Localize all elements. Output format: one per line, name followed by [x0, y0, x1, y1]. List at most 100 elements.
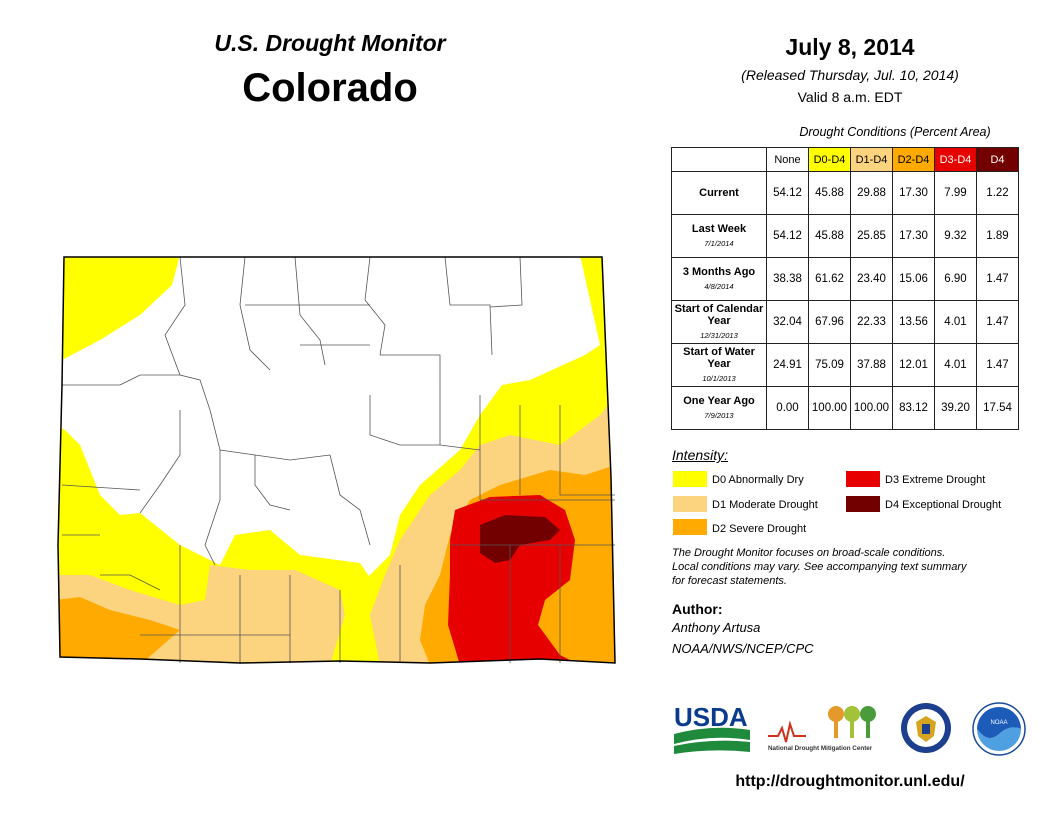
table-caption: Drought Conditions (Percent Area): [799, 125, 991, 139]
map-subtitle: U.S. Drought Monitor: [214, 30, 446, 56]
legend-title: Intensity:: [672, 447, 729, 463]
state-border: [57, 256, 616, 664]
row-date: 4/8/2014: [704, 281, 734, 291]
table-cell: 23.40: [850, 257, 893, 301]
table-cell: 9.32: [934, 214, 977, 258]
row-label-text: 3 Months Ago: [682, 265, 756, 278]
legend-label-d0: D0 Abnormally Dry: [712, 474, 804, 486]
valid-time: Valid 8 a.m. EDT: [797, 89, 903, 105]
legend-label-d1: D1 Moderate Drought: [712, 499, 818, 511]
row-date: 10/1/2013: [702, 373, 736, 383]
table-cell: 25.85: [850, 214, 893, 258]
legend-swatch-d3: [846, 471, 880, 487]
row-label-text: One Year Ago: [683, 394, 755, 407]
legend-swatch-d2: [673, 519, 707, 535]
table-header-row: None D0-D4 D1-D4 D2-D4 D3-D4 D4: [671, 147, 1019, 172]
legend-label-d3: D3 Extreme Drought: [885, 474, 986, 486]
table-cell: 54.12: [766, 214, 809, 258]
row-label: Last Week 7/1/2014: [671, 214, 767, 258]
row-date: 7/9/2013: [704, 410, 734, 420]
d2-region-southwest: [58, 597, 180, 663]
legend-label-d2: D2 Severe Drought: [712, 523, 807, 535]
commerce-seal-icon: [901, 703, 951, 753]
disclaimer-line: The Drought Monitor focuses on broad-sca…: [672, 547, 946, 559]
table-cell: 61.62: [808, 257, 851, 301]
table-cell: 1.47: [976, 300, 1019, 344]
table-cell: 37.88: [850, 343, 893, 387]
table-cell: 75.09: [808, 343, 851, 387]
table-cell: 17.54: [976, 386, 1019, 430]
table-cell: 4.01: [934, 300, 977, 344]
column-header-d4: D4: [976, 147, 1019, 172]
table-row: 3 Months Ago 4/8/2014 38.38 61.62 23.40 1…: [671, 257, 1019, 301]
table-cell: 4.01: [934, 343, 977, 387]
table-cell: 29.88: [850, 171, 893, 215]
row-date: 7/1/2014: [704, 238, 734, 248]
table-cell: 39.20: [934, 386, 977, 430]
legend-swatch-d1: [673, 496, 707, 512]
d4-region-southeast: [480, 515, 560, 563]
row-label-text: Current: [699, 187, 739, 199]
map-date: July 8, 2014: [785, 34, 915, 60]
table-cell: 32.04: [766, 300, 809, 344]
county-borders: [61, 256, 615, 663]
table-cell: 13.56: [892, 300, 935, 344]
release-date: (Released Thursday, Jul. 10, 2014): [741, 67, 959, 83]
disclaimer: The Drought Monitor focuses on broad-sca…: [672, 546, 1012, 588]
legend-swatch-d4: [846, 496, 880, 512]
d0-region-northwest: [60, 257, 180, 360]
ndmc-logo-text: National Drought Mitigation Center: [768, 745, 873, 752]
table-cell: 17.30: [892, 214, 935, 258]
legend-swatch-d0: [673, 471, 707, 487]
disclaimer-line: Local conditions may vary. See accompany…: [672, 561, 967, 573]
map-title: Colorado: [242, 66, 418, 110]
legend-label-d4: D4 Exceptional Drought: [885, 499, 1002, 511]
table-row: Start of Water Year 10/1/2013 24.91 75.09…: [671, 343, 1019, 387]
column-header-none: None: [766, 147, 809, 172]
table-cell: 54.12: [766, 171, 809, 215]
author-name: Anthony Artusa: [672, 620, 761, 635]
table-row: Start of Calendar Year 12/31/2013 32.04 6…: [671, 300, 1019, 344]
ndmc-logo: National Drought Mitigation Center: [768, 706, 876, 752]
website-url[interactable]: http://droughtmonitor.unl.edu/: [735, 773, 965, 790]
table-cell: 83.12: [892, 386, 935, 430]
table-cell: 1.47: [976, 343, 1019, 387]
row-label: 3 Months Ago 4/8/2014: [671, 257, 767, 301]
table-cell: 0.00: [766, 386, 809, 430]
column-header-d0-d4: D0-D4: [808, 147, 851, 172]
row-label: One Year Ago 7/9/2013: [671, 386, 767, 430]
usda-logo: USDA: [674, 702, 750, 754]
row-label-text: Last Week: [691, 222, 747, 235]
table-cell: 15.06: [892, 257, 935, 301]
column-header-d2-d4: D2-D4: [892, 147, 935, 172]
row-label: Current: [671, 171, 767, 215]
table-cell: 1.22: [976, 171, 1019, 215]
noaa-logo-text: NOAA: [990, 720, 1007, 726]
colorado-drought-map: [57, 256, 616, 664]
table-row: One Year Ago 7/9/2013 0.00 100.00 100.00 …: [671, 386, 1019, 430]
table-row: Current 54.12 45.88 29.88 17.30 7.99 1.2…: [671, 171, 1019, 215]
usda-logo-text: USDA: [674, 702, 748, 732]
row-label-text: Start of Water Year: [683, 345, 755, 370]
table-cell: 100.00: [850, 386, 893, 430]
row-label: Start of Calendar Year 12/31/2013: [671, 300, 767, 344]
table-cell: 45.88: [808, 214, 851, 258]
row-date: 12/31/2013: [700, 330, 738, 340]
d0-region-southwest: [58, 425, 140, 545]
table-cell: 6.90: [934, 257, 977, 301]
table-cell: 1.47: [976, 257, 1019, 301]
drought-conditions-table: None D0-D4 D1-D4 D2-D4 D3-D4 D4 Current …: [671, 147, 1019, 430]
author-org: NOAA/NWS/NCEP/CPC: [672, 641, 814, 656]
table-cell: 38.38: [766, 257, 809, 301]
table-cell: 100.00: [808, 386, 851, 430]
table-cell: 22.33: [850, 300, 893, 344]
table-cell: 7.99: [934, 171, 977, 215]
author-heading: Author:: [672, 601, 723, 617]
table-cell: 12.01: [892, 343, 935, 387]
table-row: Last Week 7/1/2014 54.12 45.88 25.85 17.3…: [671, 214, 1019, 258]
disclaimer-line: for forecast statements.: [672, 575, 787, 587]
table-cell: 45.88: [808, 171, 851, 215]
row-label: Start of Water Year 10/1/2013: [671, 343, 767, 387]
row-label-text: Start of Calendar Year: [674, 302, 764, 327]
table-corner: [671, 147, 767, 172]
